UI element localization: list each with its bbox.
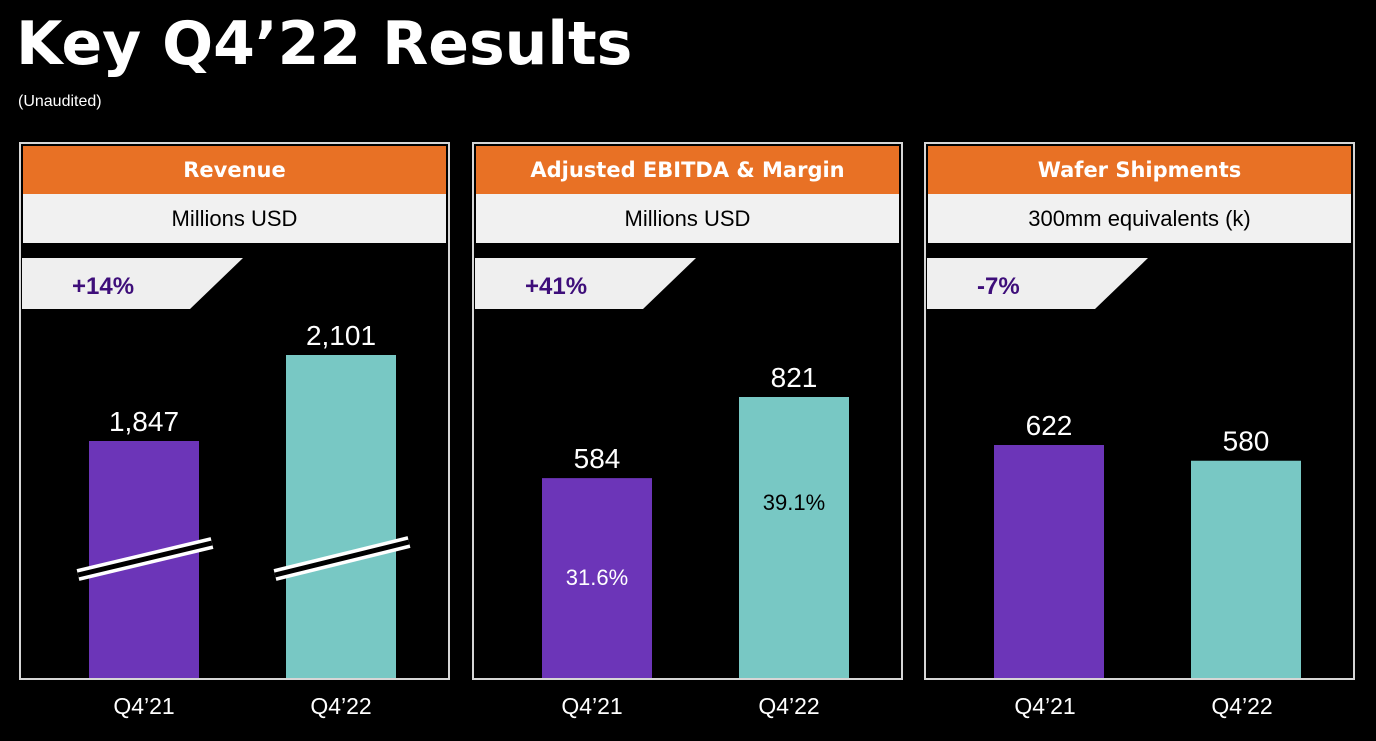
growth-badge	[475, 258, 696, 309]
x-tick-label: Q4’21	[561, 693, 623, 719]
panel-unit-label: Millions USD	[476, 194, 899, 243]
data-label: 821	[771, 362, 818, 393]
growth-label: +41%	[525, 273, 587, 300]
page-subtitle: (Unaudited)	[18, 93, 102, 110]
x-tick-label: Q4’22	[310, 693, 372, 719]
page-title: Key Q4’22 Results	[16, 9, 633, 79]
axis-break	[274, 539, 410, 578]
margin-label: 31.6%	[566, 565, 628, 590]
growth-label: -7%	[977, 273, 1020, 300]
growth-label: +14%	[72, 273, 134, 300]
x-tick-label: Q4’21	[113, 693, 175, 719]
panel-header: Revenue	[23, 146, 446, 194]
data-label: 584	[574, 443, 621, 474]
bar	[1191, 460, 1301, 678]
growth-badge	[22, 258, 243, 309]
x-tick-label: Q4’21	[1014, 693, 1076, 719]
growth-badge	[927, 258, 1148, 309]
bar	[994, 445, 1104, 678]
panel-unit-label: Millions USD	[23, 194, 446, 243]
axis-break	[77, 540, 213, 578]
data-label: 622	[1026, 410, 1073, 441]
margin-label: 39.1%	[763, 490, 825, 515]
data-label: 2,101	[306, 320, 376, 351]
x-tick-label: Q4’22	[758, 693, 820, 719]
x-tick-label: Q4’22	[1211, 693, 1273, 719]
bar	[542, 478, 652, 678]
bar	[739, 397, 849, 678]
panel-header: Adjusted EBITDA & Margin	[476, 146, 899, 194]
data-label: 580	[1223, 426, 1270, 457]
panel-unit-label: 300mm equivalents (k)	[928, 194, 1351, 243]
panel-header: Wafer Shipments	[928, 146, 1351, 194]
data-label: 1,847	[109, 406, 179, 437]
bar	[286, 355, 396, 678]
